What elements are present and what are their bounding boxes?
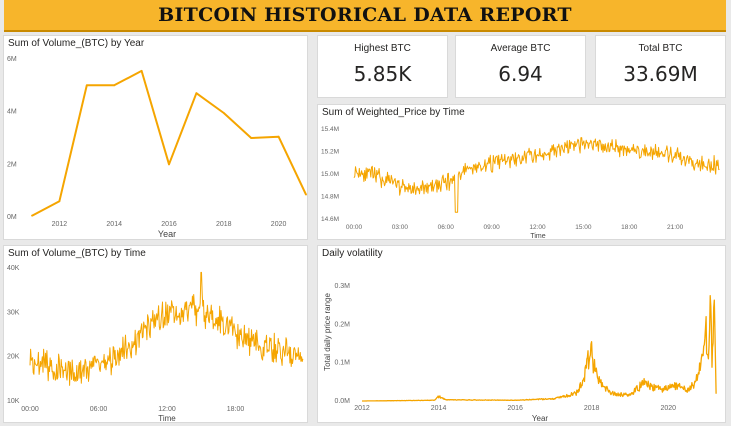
volume-by-year-point[interactable] — [113, 84, 116, 87]
volume-by-year-x-axis-label: Year — [158, 229, 176, 239]
weighted-price-y-tick: 15.2M — [321, 149, 339, 156]
daily-volatility-x-tick: 2018 — [584, 405, 600, 412]
volume-by-time-x-tick: 18:00 — [227, 406, 245, 413]
weighted-price-chart: 14.6M 14.8M 15.0M 15.2M 15.4M 00:00 03:00 06:0… — [321, 126, 720, 240]
weighted-price-x-tick: 09:00 — [483, 224, 500, 231]
kpi-highest-value: 5.85K — [353, 62, 412, 86]
report-title: BITCOIN HISTORICAL DATA REPORT — [158, 4, 572, 26]
daily-volatility-x-axis-label: Year — [532, 414, 549, 423]
kpi-average-value: 6.94 — [498, 62, 543, 86]
weighted-price-y-tick: 14.6M — [321, 216, 339, 223]
daily-volatility-title: Daily volatility — [322, 248, 383, 259]
volume-by-year-point[interactable] — [140, 69, 143, 72]
kpi-total-value: 33.69M — [623, 62, 698, 86]
volume-by-year-chart: 0M 2M 4M 6M 2012 2014 2016 2018 2020 Year — [7, 56, 307, 239]
volume-by-year-y-tick: 0M — [7, 214, 17, 221]
volume-by-time-x-tick: 12:00 — [158, 406, 176, 413]
volume-by-year-x-tick: 2018 — [216, 221, 232, 228]
kpi-total-label: Total BTC — [638, 43, 683, 54]
volume-by-time-chart: 10K 20K 30K 40K 00:00 06:00 12:00 18:00 Time — [7, 265, 304, 423]
volume-by-time-title: Sum of Volume_(BTC) by Time — [8, 248, 146, 259]
weighted-price-y-tick: 15.0M — [321, 171, 339, 178]
weighted-price-x-tick: 06:00 — [438, 224, 455, 231]
weighted-price-x-tick: 18:00 — [621, 224, 638, 231]
weighted-price-x-tick: 12:00 — [529, 224, 546, 231]
kpi-card-total[interactable]: Total BTC 33.69M — [595, 35, 726, 98]
kpi-average-label: Average BTC — [490, 43, 551, 54]
report-header: BITCOIN HISTORICAL DATA REPORT — [4, 0, 726, 32]
weighted-price-x-tick: 00:00 — [346, 224, 363, 231]
volume-by-year-point[interactable] — [85, 84, 88, 87]
volume-by-year-y-tick: 6M — [7, 56, 17, 63]
volume-by-time-x-tick: 00:00 — [21, 406, 39, 413]
weighted-price-series-line — [353, 137, 720, 213]
volume-by-year-title: Sum of Volume_(BTC) by Year — [8, 38, 145, 49]
weighted-price-y-tick: 14.8M — [321, 194, 339, 201]
daily-volatility-x-tick: 2012 — [354, 405, 370, 412]
daily-volatility-card[interactable]: Daily volatility 0.0M 0.1M 0.2M 0.3M 2012 20… — [317, 245, 726, 423]
volume-by-time-y-tick: 10K — [7, 398, 20, 405]
volume-by-year-point[interactable] — [222, 112, 225, 114]
weighted-price-x-tick: 21:00 — [667, 224, 684, 231]
volume-by-year-series-line — [31, 69, 307, 217]
volume-by-time-card[interactable]: Sum of Volume_(BTC) by Time 10K 20K 30K 40K… — [3, 245, 308, 423]
daily-volatility-y-axis-label: Total daily price range — [323, 293, 332, 371]
volume-by-year-point[interactable] — [58, 200, 61, 203]
volume-by-year-point[interactable] — [195, 92, 198, 95]
volume-by-year-x-tick: 2012 — [52, 221, 68, 228]
volume-by-time-y-tick: 30K — [7, 309, 20, 316]
daily-volatility-x-tick: 2014 — [431, 405, 447, 412]
kpi-highest-label: Highest BTC — [354, 43, 411, 54]
daily-volatility-chart: 0.0M 0.1M 0.2M 0.3M 2012 2014 2016 2018 2020 To… — [323, 283, 717, 423]
volume-by-year-x-tick: 2016 — [161, 221, 177, 228]
weighted-price-card[interactable]: Sum of Weighted_Price by Time 14.6M 14.8M… — [317, 104, 726, 240]
daily-volatility-y-tick: 0.2M — [334, 321, 350, 328]
kpi-card-average[interactable]: Average BTC 6.94 — [455, 35, 586, 98]
weighted-price-x-tick: 03:00 — [392, 224, 409, 231]
volume-by-year-card[interactable]: Sum of Volume_(BTC) by Year 0M 2M 4M 6M 201… — [3, 35, 308, 240]
volume-by-year-point[interactable] — [250, 137, 253, 139]
volume-by-time-x-axis-label: Time — [158, 414, 176, 423]
volume-by-year-x-tick: 2020 — [271, 221, 287, 228]
volume-by-year-y-tick: 2M — [7, 161, 17, 168]
daily-volatility-y-tick: 0.0M — [334, 398, 350, 405]
volume-by-time-y-tick: 20K — [7, 354, 20, 361]
volume-by-year-y-tick: 4M — [7, 109, 17, 116]
kpi-card-highest[interactable]: Highest BTC 5.85K — [317, 35, 448, 98]
volume-by-year-point[interactable] — [31, 214, 33, 217]
volume-by-year-point[interactable] — [277, 135, 280, 138]
daily-volatility-x-tick: 2020 — [660, 405, 676, 412]
daily-volatility-y-tick: 0.3M — [334, 283, 350, 290]
volume-by-year-x-tick: 2014 — [106, 221, 122, 228]
volume-by-year-point[interactable] — [305, 193, 307, 196]
weighted-price-title: Sum of Weighted_Price by Time — [322, 107, 465, 118]
volume-by-time-x-tick: 06:00 — [90, 406, 108, 413]
volume-by-year-point[interactable] — [168, 163, 170, 166]
weighted-price-x-tick: 15:00 — [575, 224, 592, 231]
daily-volatility-series-line — [361, 295, 717, 402]
weighted-price-x-axis-label: Time — [530, 233, 545, 240]
daily-volatility-y-tick: 0.1M — [334, 360, 350, 367]
daily-volatility-x-tick: 2016 — [507, 405, 523, 412]
weighted-price-y-tick: 15.4M — [321, 126, 339, 133]
volume-by-time-y-tick: 40K — [7, 265, 20, 272]
volume-by-time-series-line — [29, 271, 304, 386]
